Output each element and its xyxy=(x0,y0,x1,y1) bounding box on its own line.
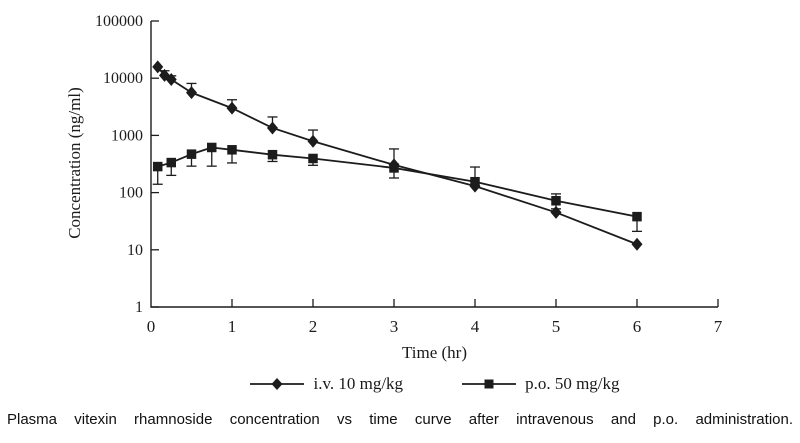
iv-data-point-marker xyxy=(165,72,177,86)
po-data-point-marker xyxy=(207,142,217,153)
iv-data-point-marker xyxy=(307,134,319,148)
po-data-point-marker xyxy=(470,176,480,187)
chart-legend: i.v. 10 mg/kg p.o. 50 mg/kg xyxy=(151,374,718,394)
legend-item-po: p.o. 50 mg/kg xyxy=(461,374,620,394)
po-data-point-marker xyxy=(632,211,642,222)
iv-series-line xyxy=(157,66,638,246)
po-data-point-marker xyxy=(267,149,278,160)
legend-label-iv: i.v. 10 mg/kg xyxy=(313,374,404,393)
iv-data-point-marker xyxy=(226,101,238,115)
y-axis-tick-label: 100 xyxy=(119,185,143,202)
legend-label-po: p.o. 50 mg/kg xyxy=(525,374,620,393)
legend-item-iv: i.v. 10 mg/kg xyxy=(249,374,403,394)
x-axis-tick-label: 2 xyxy=(309,317,318,336)
axis-line xyxy=(150,21,718,308)
iv-series-legend-marker-icon xyxy=(250,378,305,390)
y-axis-tick-label: 10000 xyxy=(103,70,143,87)
po-data-point-marker xyxy=(166,157,176,168)
y-axis-tick-label: 100000 xyxy=(95,13,143,30)
iv-data-point-marker xyxy=(631,237,643,251)
po-data-point-marker xyxy=(389,163,399,173)
x-axis-tick-label: 4 xyxy=(471,317,480,336)
x-axis-tick-label: 3 xyxy=(390,317,399,336)
x-axis-tick-label: 5 xyxy=(552,317,561,336)
y-axis-title: Concentration (ng/ml) xyxy=(65,87,84,239)
iv-data-point-marker xyxy=(186,86,197,100)
x-axis-tick-label: 1 xyxy=(228,317,237,336)
figure-caption: Plasma vitexin rhamnoside concentration … xyxy=(7,411,793,428)
po-data-point-marker xyxy=(186,149,197,159)
x-axis-tick-label: 7 xyxy=(714,317,723,336)
y-axis-tick-label: 10 xyxy=(127,242,143,259)
x-axis-title: Time (hr) xyxy=(401,343,467,362)
po-series-line xyxy=(157,146,638,218)
y-axis-tick-label: 1000 xyxy=(111,127,143,144)
po-data-point-marker xyxy=(152,161,163,172)
po-data-point-marker xyxy=(308,153,318,164)
y-axis-tick-label: 1 xyxy=(135,299,143,316)
po-data-point-marker xyxy=(227,145,237,155)
iv-data-point-marker xyxy=(152,60,164,74)
iv-data-point-marker xyxy=(267,121,278,135)
po-series-legend-marker-icon xyxy=(462,379,517,389)
po-data-point-marker xyxy=(551,196,561,206)
x-axis-tick-label: 0 xyxy=(147,317,156,336)
x-axis-tick-label: 6 xyxy=(633,317,642,336)
